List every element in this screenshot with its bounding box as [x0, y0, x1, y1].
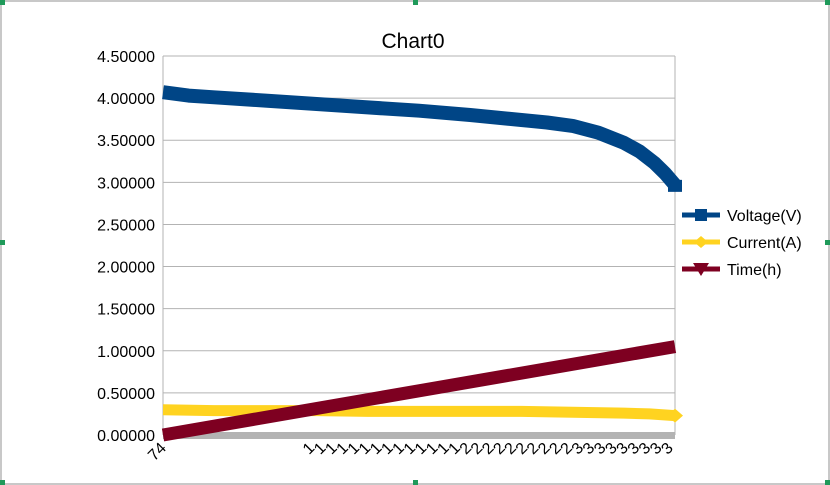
- selection-handle-bottom-right[interactable]: [825, 480, 830, 485]
- series-line-time-h: [161, 340, 677, 442]
- series-line-voltage-v: [162, 85, 681, 190]
- selection-handle-top-left[interactable]: [0, 0, 5, 5]
- legend-item-current-a: Current(A): [682, 235, 802, 252]
- y-tick-label: 2.00000: [97, 260, 155, 277]
- legend-label: Time(h): [727, 262, 782, 279]
- y-tick-label: 1.50000: [97, 302, 155, 319]
- y-tick-label: 0.50000: [97, 386, 155, 403]
- series-marker-voltage: [668, 179, 682, 192]
- y-tick-label: 2.50000: [97, 217, 155, 234]
- y-tick-label: 4.50000: [97, 49, 155, 66]
- series-marker-current: [667, 408, 683, 423]
- series-line-current-a: [162, 404, 676, 422]
- legend-marker-square: [695, 209, 707, 221]
- chart-title: Chart0: [381, 30, 444, 53]
- selection-handle-middle-right[interactable]: [825, 240, 830, 245]
- selection-handle-top-center[interactable]: [413, 0, 418, 5]
- selection-handle-middle-left[interactable]: [0, 240, 5, 245]
- y-tick-label: 3.00000: [97, 175, 155, 192]
- x-axis-band: [163, 432, 675, 439]
- chart-series: [161, 85, 683, 442]
- legend-marker-diamond: [694, 236, 708, 248]
- legend-marker-triangle: [693, 263, 709, 276]
- selection-handle-bottom-left[interactable]: [0, 480, 5, 485]
- legend-label: Current(A): [727, 235, 802, 252]
- selection-handle-top-right[interactable]: [825, 0, 830, 5]
- y-tick-label: 4.00000: [97, 91, 155, 108]
- legend-item-voltage-v: Voltage(V): [682, 208, 802, 225]
- chart-legend: Voltage(V) Current(A) Time(h): [682, 208, 802, 279]
- legend-label: Voltage(V): [727, 208, 802, 225]
- y-axis-ticks: 0.00000 0.50000 1.00000 1.50000 2.00000 2.500…: [97, 49, 155, 445]
- selection-handle-bottom-center[interactable]: [413, 480, 418, 485]
- legend-item-time-h: Time(h): [682, 262, 782, 279]
- chart-grid: [162, 55, 676, 439]
- y-tick-label: 1.00000: [97, 344, 155, 361]
- y-tick-label: 3.50000: [97, 133, 155, 150]
- y-tick-label: 0.00000: [97, 428, 155, 445]
